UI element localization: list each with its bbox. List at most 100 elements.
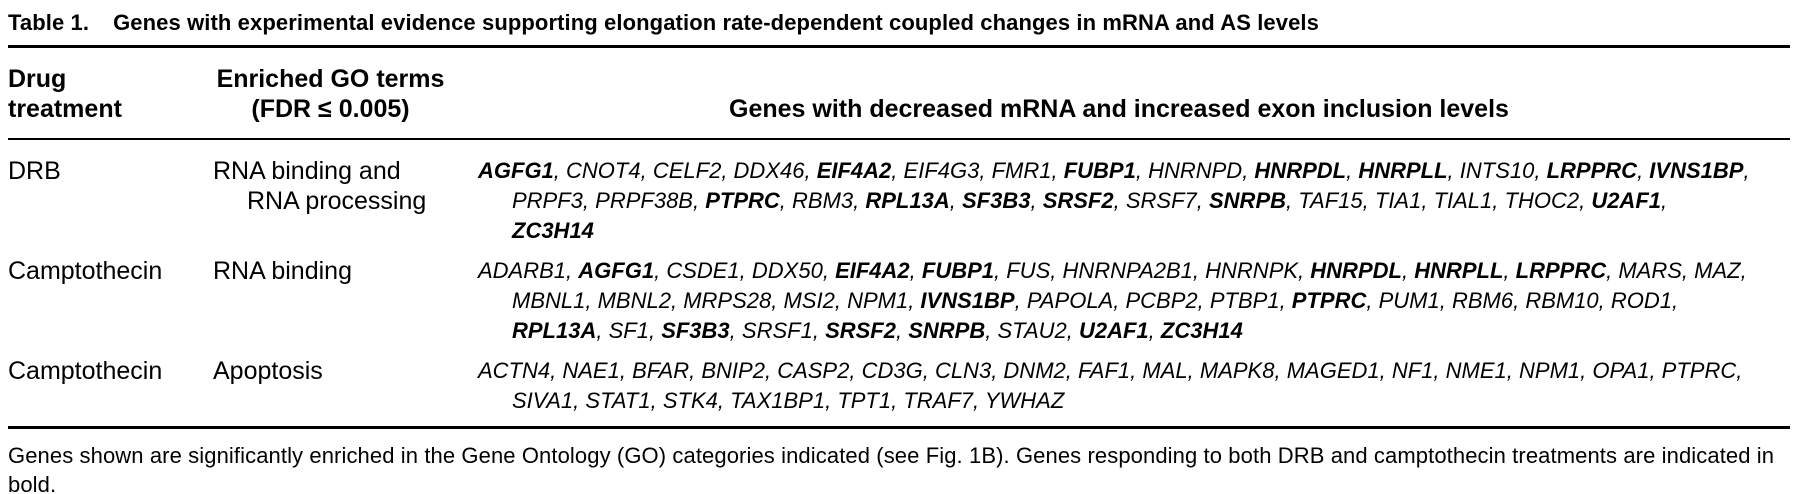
gene-name: NAE1 bbox=[562, 358, 620, 383]
gene-name: FMR1 bbox=[991, 158, 1052, 183]
gene-name: EIF4A2 bbox=[835, 258, 910, 283]
gene-name: SF1 bbox=[608, 318, 649, 343]
gene-name: PTPRC bbox=[1661, 358, 1737, 383]
column-header-drug-treatment: Drug treatment bbox=[8, 65, 122, 123]
gene-name: MARS bbox=[1618, 258, 1682, 283]
gene-name: U2AF1 bbox=[1078, 318, 1149, 343]
go-terms-cell: Apoptosis bbox=[213, 357, 323, 385]
gene-name: EIF4G3 bbox=[903, 158, 980, 183]
table-row: Camptothecin RNA binding ADARB1, AGFG1, CS… bbox=[8, 256, 1790, 346]
gene-name: TAF15 bbox=[1298, 188, 1363, 213]
gene-name: MAL bbox=[1142, 358, 1188, 383]
gene-name: FUBP1 bbox=[921, 258, 995, 283]
gene-name: RPL13A bbox=[512, 318, 597, 343]
gene-name: DDX50 bbox=[751, 258, 823, 283]
gene-name: NPM1 bbox=[1519, 358, 1581, 383]
column-header-go-terms-line2: (FDR ≤ 0.005) bbox=[251, 95, 410, 123]
gene-name: MAPK8 bbox=[1199, 358, 1275, 383]
gene-name: CD3G bbox=[861, 358, 923, 383]
gene-name: PRPF3 bbox=[512, 188, 583, 213]
gene-name: IVNS1BP bbox=[1649, 158, 1744, 183]
gene-name: NME1 bbox=[1445, 358, 1507, 383]
gene-name: FUS bbox=[1006, 258, 1051, 283]
gene-name: HNRPLL bbox=[1414, 258, 1504, 283]
gene-name: INTS10 bbox=[1459, 158, 1535, 183]
column-header-go-terms: Enriched GO terms (FDR ≤ 0.005) bbox=[213, 64, 448, 124]
gene-name: RBM3 bbox=[792, 188, 854, 213]
gene-name: SIVA1 bbox=[512, 388, 574, 413]
gene-name: DNM2 bbox=[1003, 358, 1066, 383]
gene-name: TRAF7 bbox=[903, 388, 974, 413]
gene-name: PTPRC bbox=[705, 188, 780, 213]
gene-list-cell: ADARB1, AGFG1, CSDE1, DDX50, EIF4A2, FUB… bbox=[478, 258, 1747, 343]
table-title: Table 1. Genes with experimental evidence… bbox=[8, 6, 1790, 45]
gene-name: FUBP1 bbox=[1063, 158, 1136, 183]
gene-name: MAGED1 bbox=[1286, 358, 1380, 383]
gene-name: MBNL1 bbox=[512, 288, 586, 313]
table-row: DRB RNA binding and RNA processing AGFG1, … bbox=[8, 156, 1790, 246]
gene-name: MBNL2 bbox=[597, 288, 671, 313]
table-title-label: Table 1. bbox=[8, 10, 90, 35]
gene-name: SF3B3 bbox=[961, 188, 1031, 213]
gene-name: PCBP2 bbox=[1125, 288, 1198, 313]
table-footnote: Genes shown are significantly enriched i… bbox=[8, 426, 1790, 494]
gene-name: MSI2 bbox=[783, 288, 835, 313]
gene-name: EIF4A2 bbox=[816, 158, 892, 183]
gene-name: CSDE1 bbox=[666, 258, 740, 283]
gene-name: HNRPDL bbox=[1254, 158, 1347, 183]
gene-name: BNIP2 bbox=[701, 358, 765, 383]
gene-name: RPL13A bbox=[865, 188, 950, 213]
gene-name: OPA1 bbox=[1592, 358, 1650, 383]
gene-list-cell: AGFG1, CNOT4, CELF2, DDX46, EIF4A2, EIF4… bbox=[478, 158, 1750, 243]
go-terms-cell: RNA binding bbox=[213, 257, 352, 285]
gene-name: LRPPRC bbox=[1515, 258, 1607, 283]
gene-name: DDX46 bbox=[733, 158, 805, 183]
table-body: DRB RNA binding and RNA processing AGFG1, … bbox=[8, 140, 1790, 416]
gene-name: SNRPB bbox=[1209, 188, 1287, 213]
gene-name: TAX1BP1 bbox=[730, 388, 826, 413]
gene-name: ACTN4 bbox=[478, 358, 551, 383]
gene-name: TIAL1 bbox=[1433, 188, 1493, 213]
gene-name: MRPS28 bbox=[683, 288, 772, 313]
gene-name: STK4 bbox=[662, 388, 718, 413]
drug-treatment-cell: DRB bbox=[8, 157, 61, 185]
gene-name: HNRNPA2B1 bbox=[1062, 258, 1193, 283]
column-header-genes: Genes with decreased mRNA and increased … bbox=[729, 95, 1509, 123]
gene-name: AGFG1 bbox=[578, 258, 655, 283]
gene-name: ZC3H14 bbox=[1160, 318, 1243, 343]
gene-name: PAPOLA bbox=[1026, 288, 1114, 313]
gene-name: PUM1 bbox=[1378, 288, 1440, 313]
gene-name: ZC3H14 bbox=[512, 218, 594, 243]
gene-name: YWHAZ bbox=[984, 388, 1065, 413]
drug-treatment-cell: Camptothecin bbox=[8, 257, 163, 285]
gene-name: HNRNPK bbox=[1205, 258, 1299, 283]
go-terms-cell: RNA binding and RNA processing bbox=[213, 157, 427, 215]
gene-name: RBM10 bbox=[1525, 288, 1599, 313]
gene-name: SRSF2 bbox=[825, 318, 896, 343]
gene-name: SF3B3 bbox=[661, 318, 730, 343]
gene-name: TIA1 bbox=[1374, 188, 1422, 213]
gene-name: ROD1 bbox=[1610, 288, 1673, 313]
gene-name: CLN3 bbox=[934, 358, 992, 383]
gene-name: CNOT4 bbox=[566, 158, 641, 183]
gene-name: MAZ bbox=[1694, 258, 1741, 283]
gene-name: HNRPDL bbox=[1310, 258, 1402, 283]
drug-treatment-cell: Camptothecin bbox=[8, 357, 163, 385]
gene-name: THOC2 bbox=[1504, 188, 1580, 213]
gene-name: STAT1 bbox=[585, 388, 651, 413]
column-header-go-terms-line1: Enriched GO terms bbox=[216, 65, 445, 93]
gene-name: PTBP1 bbox=[1209, 288, 1280, 313]
table-row: Camptothecin Apoptosis ACTN4, NAE1, BFAR, … bbox=[8, 356, 1790, 416]
gene-name: IVNS1BP bbox=[920, 288, 1015, 313]
gene-name: FAF1 bbox=[1078, 358, 1131, 383]
gene-name: STAU2 bbox=[997, 318, 1067, 343]
table-title-text: Genes with experimental evidence support… bbox=[113, 10, 1319, 35]
gene-name: LRPPRC bbox=[1546, 158, 1638, 183]
gene-name: PTPRC bbox=[1291, 288, 1367, 313]
gene-name: SRSF7 bbox=[1125, 188, 1197, 213]
gene-name: SRSF2 bbox=[1042, 188, 1114, 213]
gene-name: SRSF1 bbox=[741, 318, 813, 343]
gene-name: ADARB1 bbox=[478, 258, 567, 283]
gene-name: HNRNPD bbox=[1148, 158, 1243, 183]
